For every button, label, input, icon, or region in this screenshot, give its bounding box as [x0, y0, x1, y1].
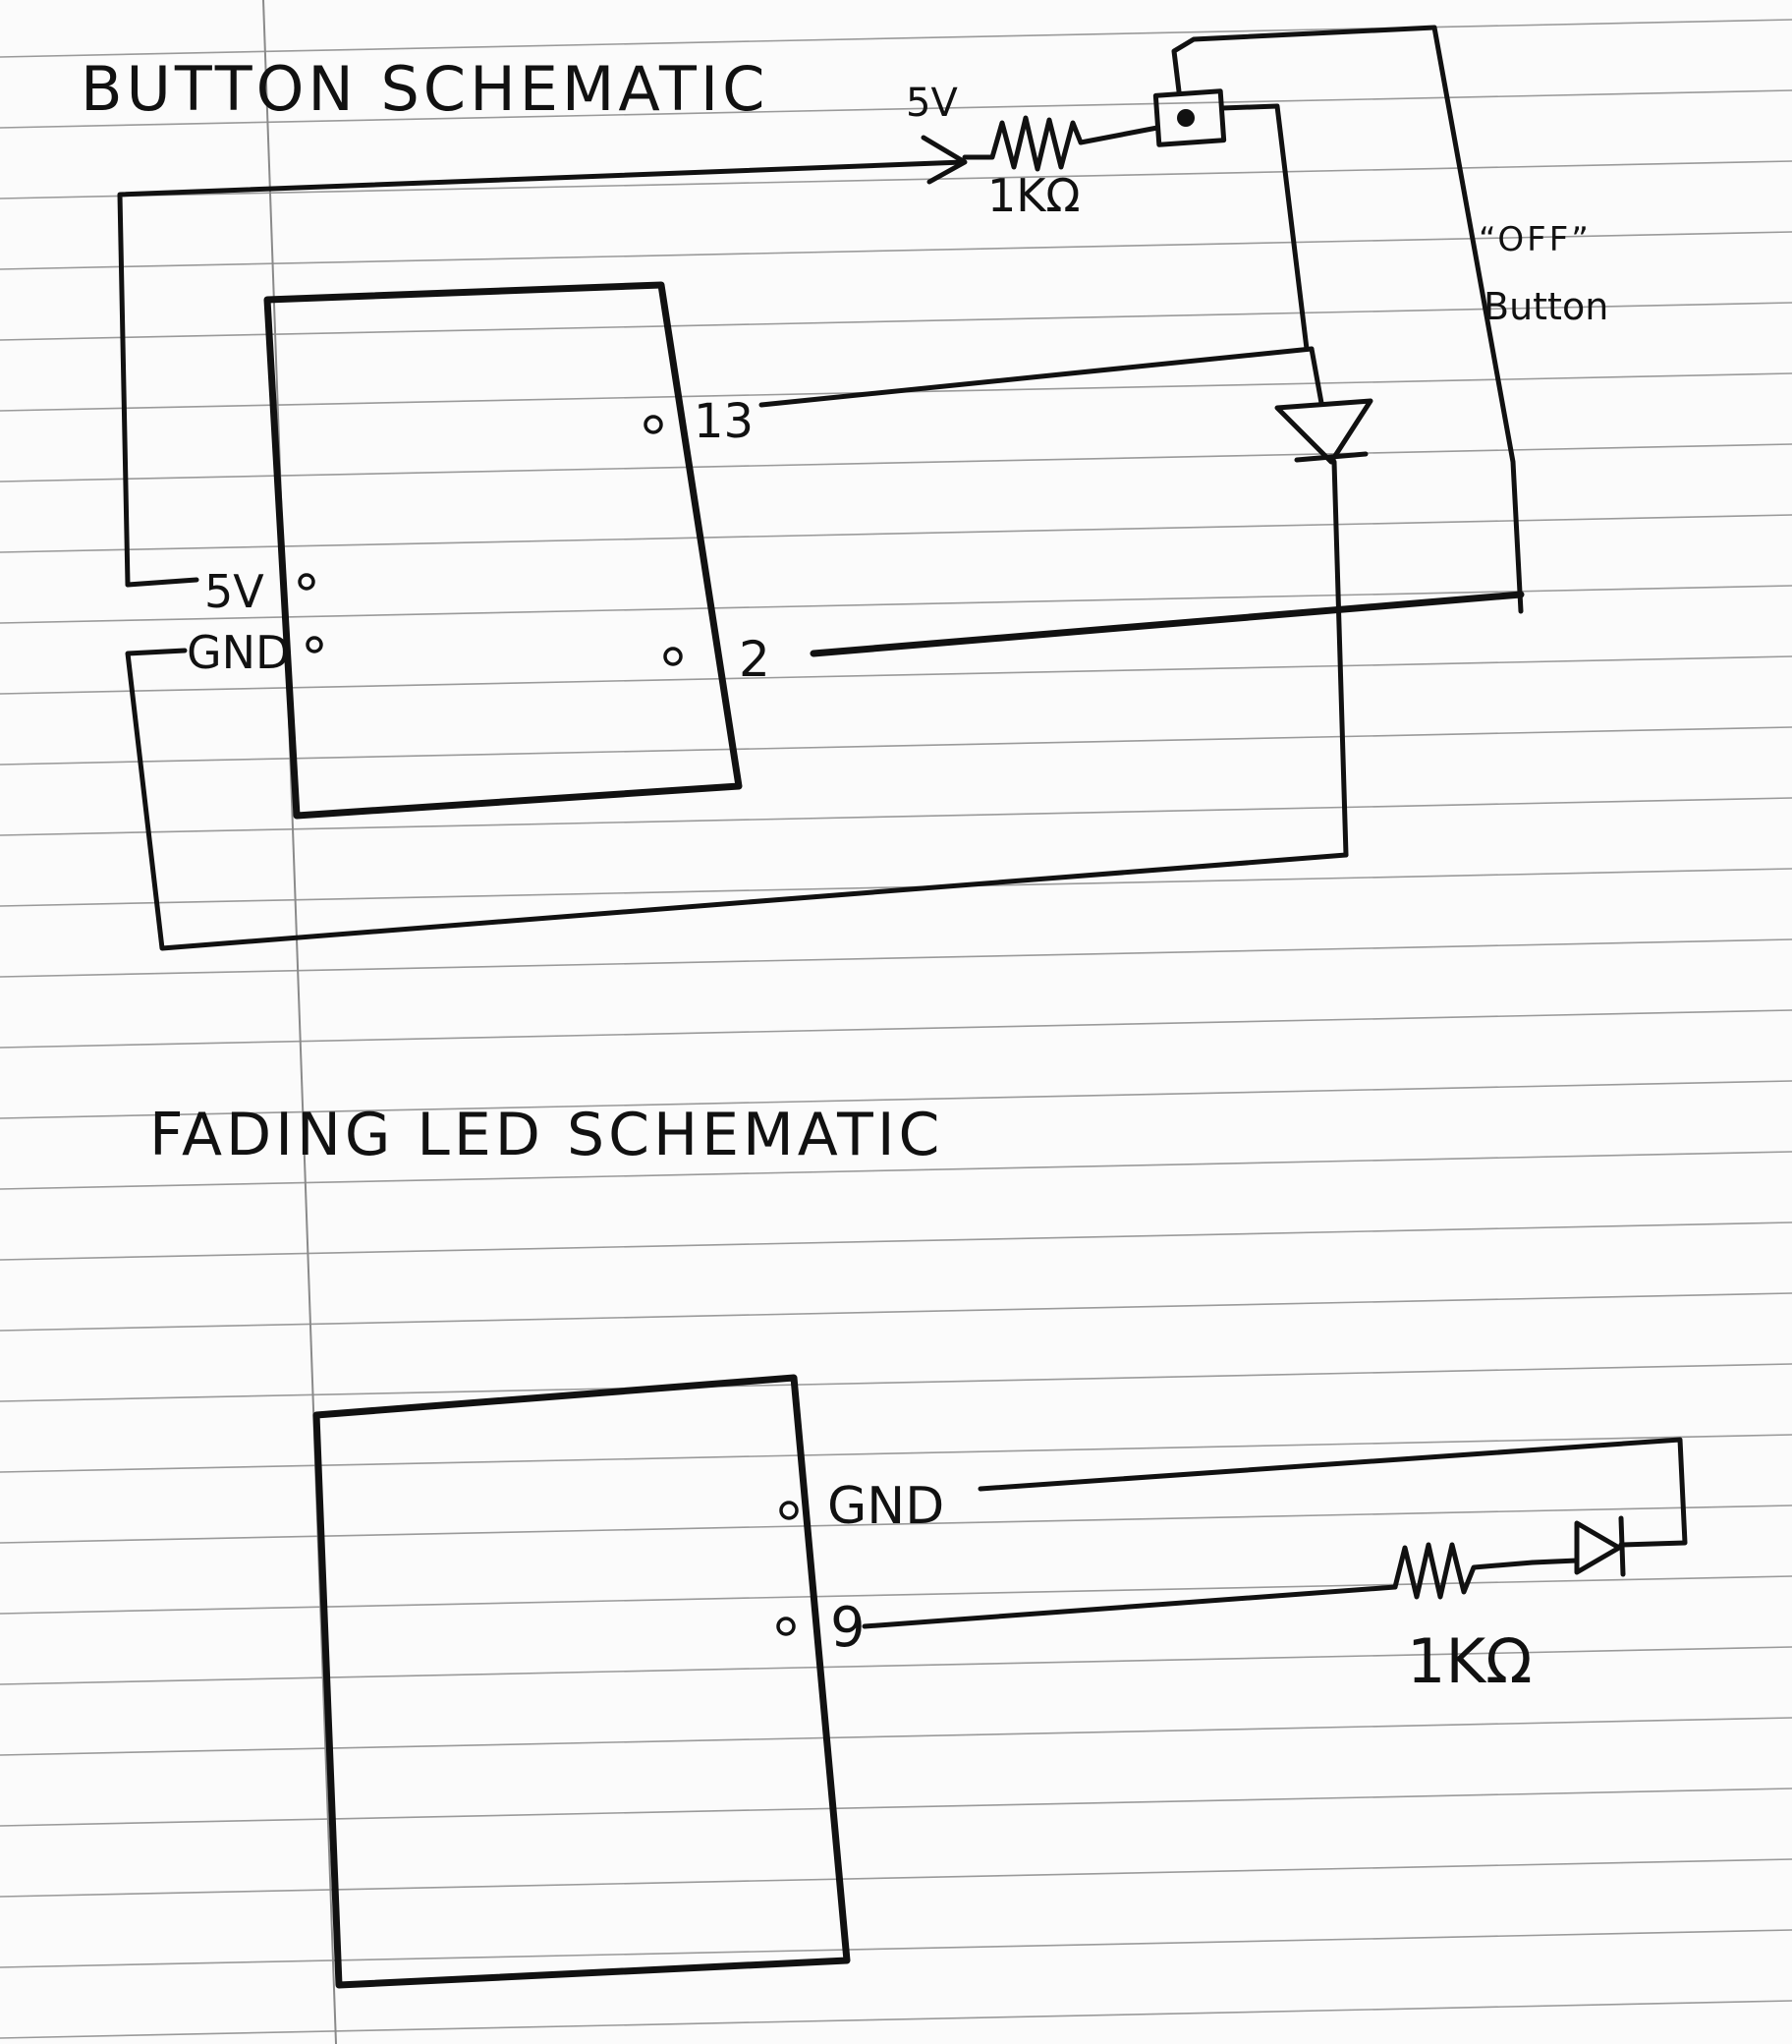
- fading-led-bar: [1618, 1515, 1626, 1577]
- wire-pin-2: [810, 591, 1525, 657]
- wire-button-top-loop: [1171, 25, 1524, 614]
- fading-resistor-label: 1KΩ: [1407, 1625, 1532, 1697]
- wire-fading-pin-9: [862, 1584, 1398, 1629]
- pin-gnd-label: GND: [187, 626, 290, 679]
- wire-led-anode: [1309, 346, 1324, 406]
- pin-13-dot: [644, 415, 663, 434]
- wire-5v-stub: [125, 577, 199, 588]
- resistor-label: 1KΩ: [987, 169, 1081, 222]
- wire-5v-feed: [117, 159, 966, 588]
- wire-gnd-return: [125, 648, 1349, 951]
- board-outline-top: [263, 281, 743, 820]
- fading-board-outline: [312, 1374, 851, 1989]
- supply-arrow: [921, 135, 968, 185]
- fading-pin-9-dot: [776, 1617, 796, 1636]
- fading-pin-gnd-label: GND: [827, 1477, 944, 1536]
- resistor-symbol: [962, 115, 1160, 172]
- wire-pin-13: [758, 346, 1315, 408]
- button-label-button: Button: [1484, 285, 1608, 328]
- wire-fading-gnd: [978, 1437, 1688, 1548]
- fading-led-symbol: [1574, 1520, 1622, 1575]
- fading-pin-gnd-dot: [779, 1501, 799, 1520]
- pin-5v-label: 5V: [204, 565, 264, 618]
- wire-button-to-node: [1219, 103, 1310, 352]
- fading-led-title: FADING LED SCHEMATIC: [149, 1101, 943, 1169]
- wire-led-cathode: [1331, 459, 1349, 858]
- button-label-off: “OFF”: [1479, 220, 1592, 259]
- supply-label: 5V: [906, 81, 958, 126]
- led-diode-bar: [1294, 451, 1369, 463]
- pin-2-label: 2: [739, 631, 770, 688]
- button-schematic-title: BUTTON SCHEMATIC: [81, 53, 768, 125]
- wire-to-led: [1530, 1558, 1580, 1565]
- led-diode-symbol: [1274, 398, 1373, 465]
- pin-5v-dot: [298, 573, 315, 591]
- push-button-symbol: [1152, 88, 1227, 147]
- pin-2-dot: [663, 647, 683, 666]
- pin-13-label: 13: [694, 394, 754, 449]
- fading-resistor-symbol: [1392, 1542, 1536, 1600]
- pin-gnd-dot: [306, 636, 323, 653]
- ruled-lines: [0, 19, 1792, 2039]
- fading-pin-9-label: 9: [830, 1596, 866, 1660]
- push-button-contact: [1177, 109, 1195, 127]
- margin-line: [262, 0, 337, 2044]
